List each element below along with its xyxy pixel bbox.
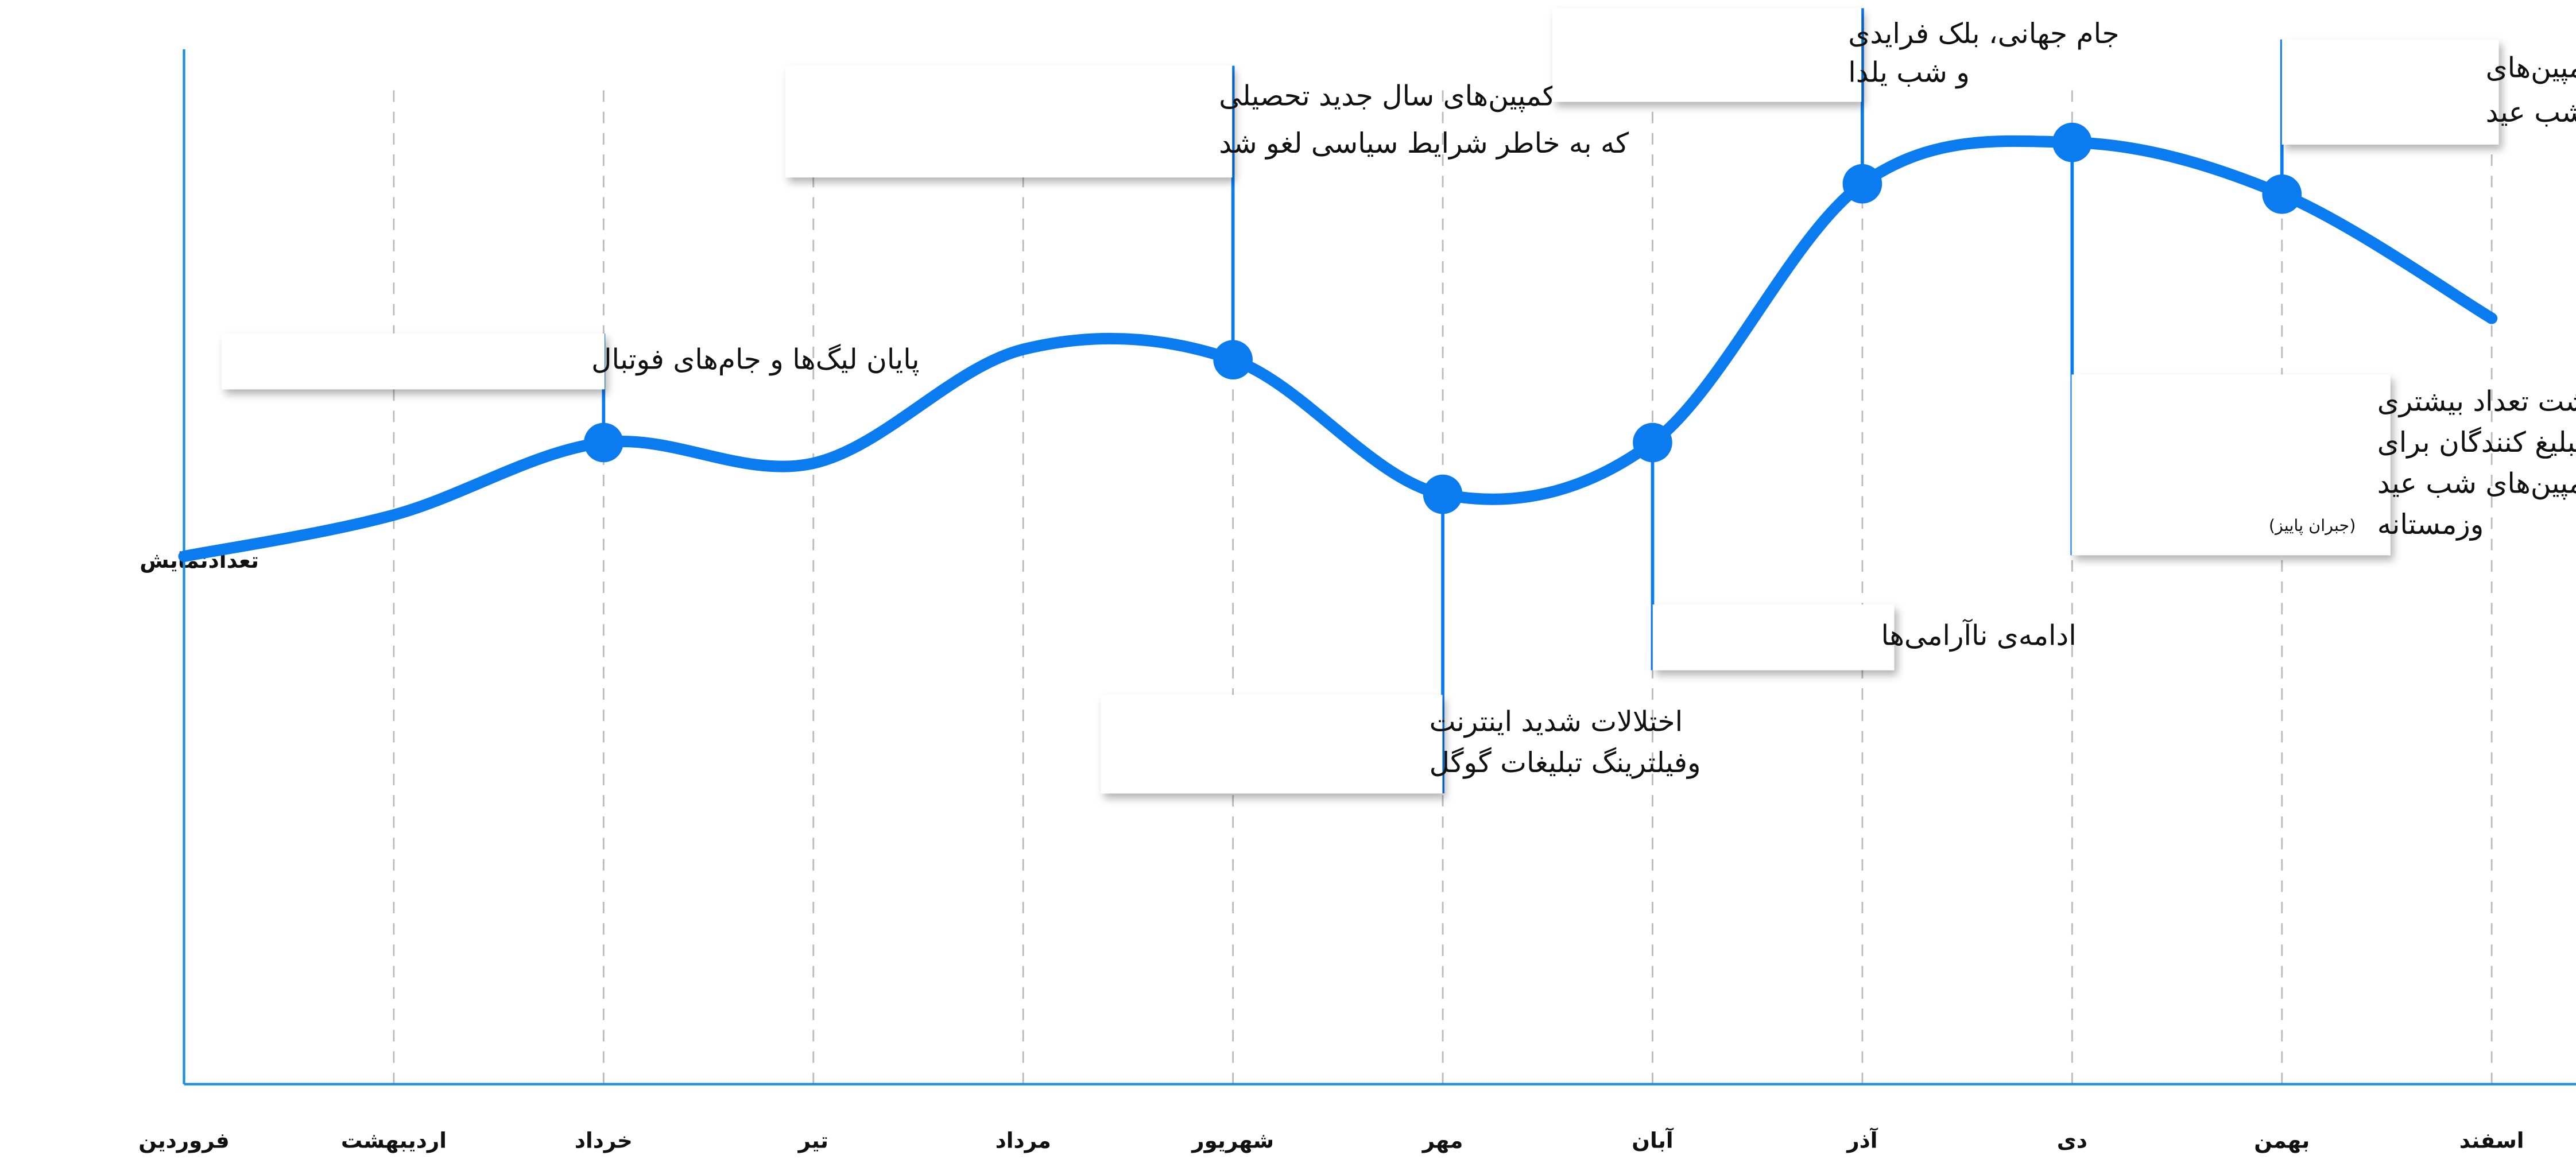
point-marker: [2262, 174, 2302, 214]
annotation-box: [2071, 374, 2391, 556]
x-tick-label: بهمن: [2254, 1127, 2310, 1153]
x-tick-label: فروردین: [138, 1127, 230, 1153]
annotation-text: از تبلیغ کنندگان برای: [2377, 427, 2576, 459]
annotation-text: جام جهانی، بلک فرایدی: [1848, 18, 2119, 50]
point-marker: [1842, 164, 1882, 204]
annotation-text: ادامه کمپین‌های: [2486, 52, 2576, 84]
annotation-text: وفیلترینگ تبلیغات گوگل: [1430, 747, 1701, 779]
x-tick-label: خرداد: [575, 1127, 633, 1153]
annotation-box: [785, 65, 1233, 178]
x-tick-label: شهریور: [1191, 1127, 1274, 1153]
point-marker: [1423, 474, 1463, 514]
annotation-text: خرید شب عید: [2486, 96, 2576, 129]
annotation-note: (جبران پاییز): [2269, 515, 2356, 535]
x-tick-label: مرداد: [995, 1127, 1051, 1153]
annotation-text: که به خاطر شرایط سیاسی لغو شد: [1219, 127, 1629, 160]
annotation-text: بازگشت تعداد بیشتری: [2377, 386, 2576, 418]
annotation-box: [1552, 8, 1862, 102]
annotation-text: کمپین‌های سال جدید تحصیلی: [1219, 80, 1556, 112]
point-marker: [1633, 422, 1672, 463]
annotation-text: پایان لیگ‌ها و جام‌های فوتبال: [591, 344, 919, 376]
annotation-text: ادامه‌ی ناآرامی‌ها: [1881, 618, 2077, 652]
x-tick-label: تیر: [797, 1127, 828, 1153]
annotation-box: [1101, 695, 1443, 794]
x-tick-label: آبان: [1632, 1127, 1674, 1153]
annotation-text: اختلالات شدید اینترنت: [1430, 706, 1683, 738]
x-tick-label: مهر: [1421, 1127, 1463, 1153]
x-tick-label: اردیبهشت: [341, 1127, 447, 1153]
x-tick-label: آذر: [1846, 1127, 1878, 1153]
annotation-box: [222, 333, 605, 390]
x-tick-label: اسفند: [2459, 1127, 2524, 1153]
annotation-text: کمپین‌های شب عید: [2377, 468, 2576, 500]
point-marker: [1213, 340, 1253, 380]
x-tick-label: دی: [2057, 1127, 2087, 1153]
point-marker: [584, 422, 623, 463]
annotation-text: وزمستانه: [2377, 509, 2484, 541]
annotation-text: و شب یلدا: [1848, 56, 1970, 88]
annotation-box: [1652, 604, 1895, 670]
annotation-box: [2281, 39, 2499, 145]
point-marker: [2052, 122, 2092, 162]
